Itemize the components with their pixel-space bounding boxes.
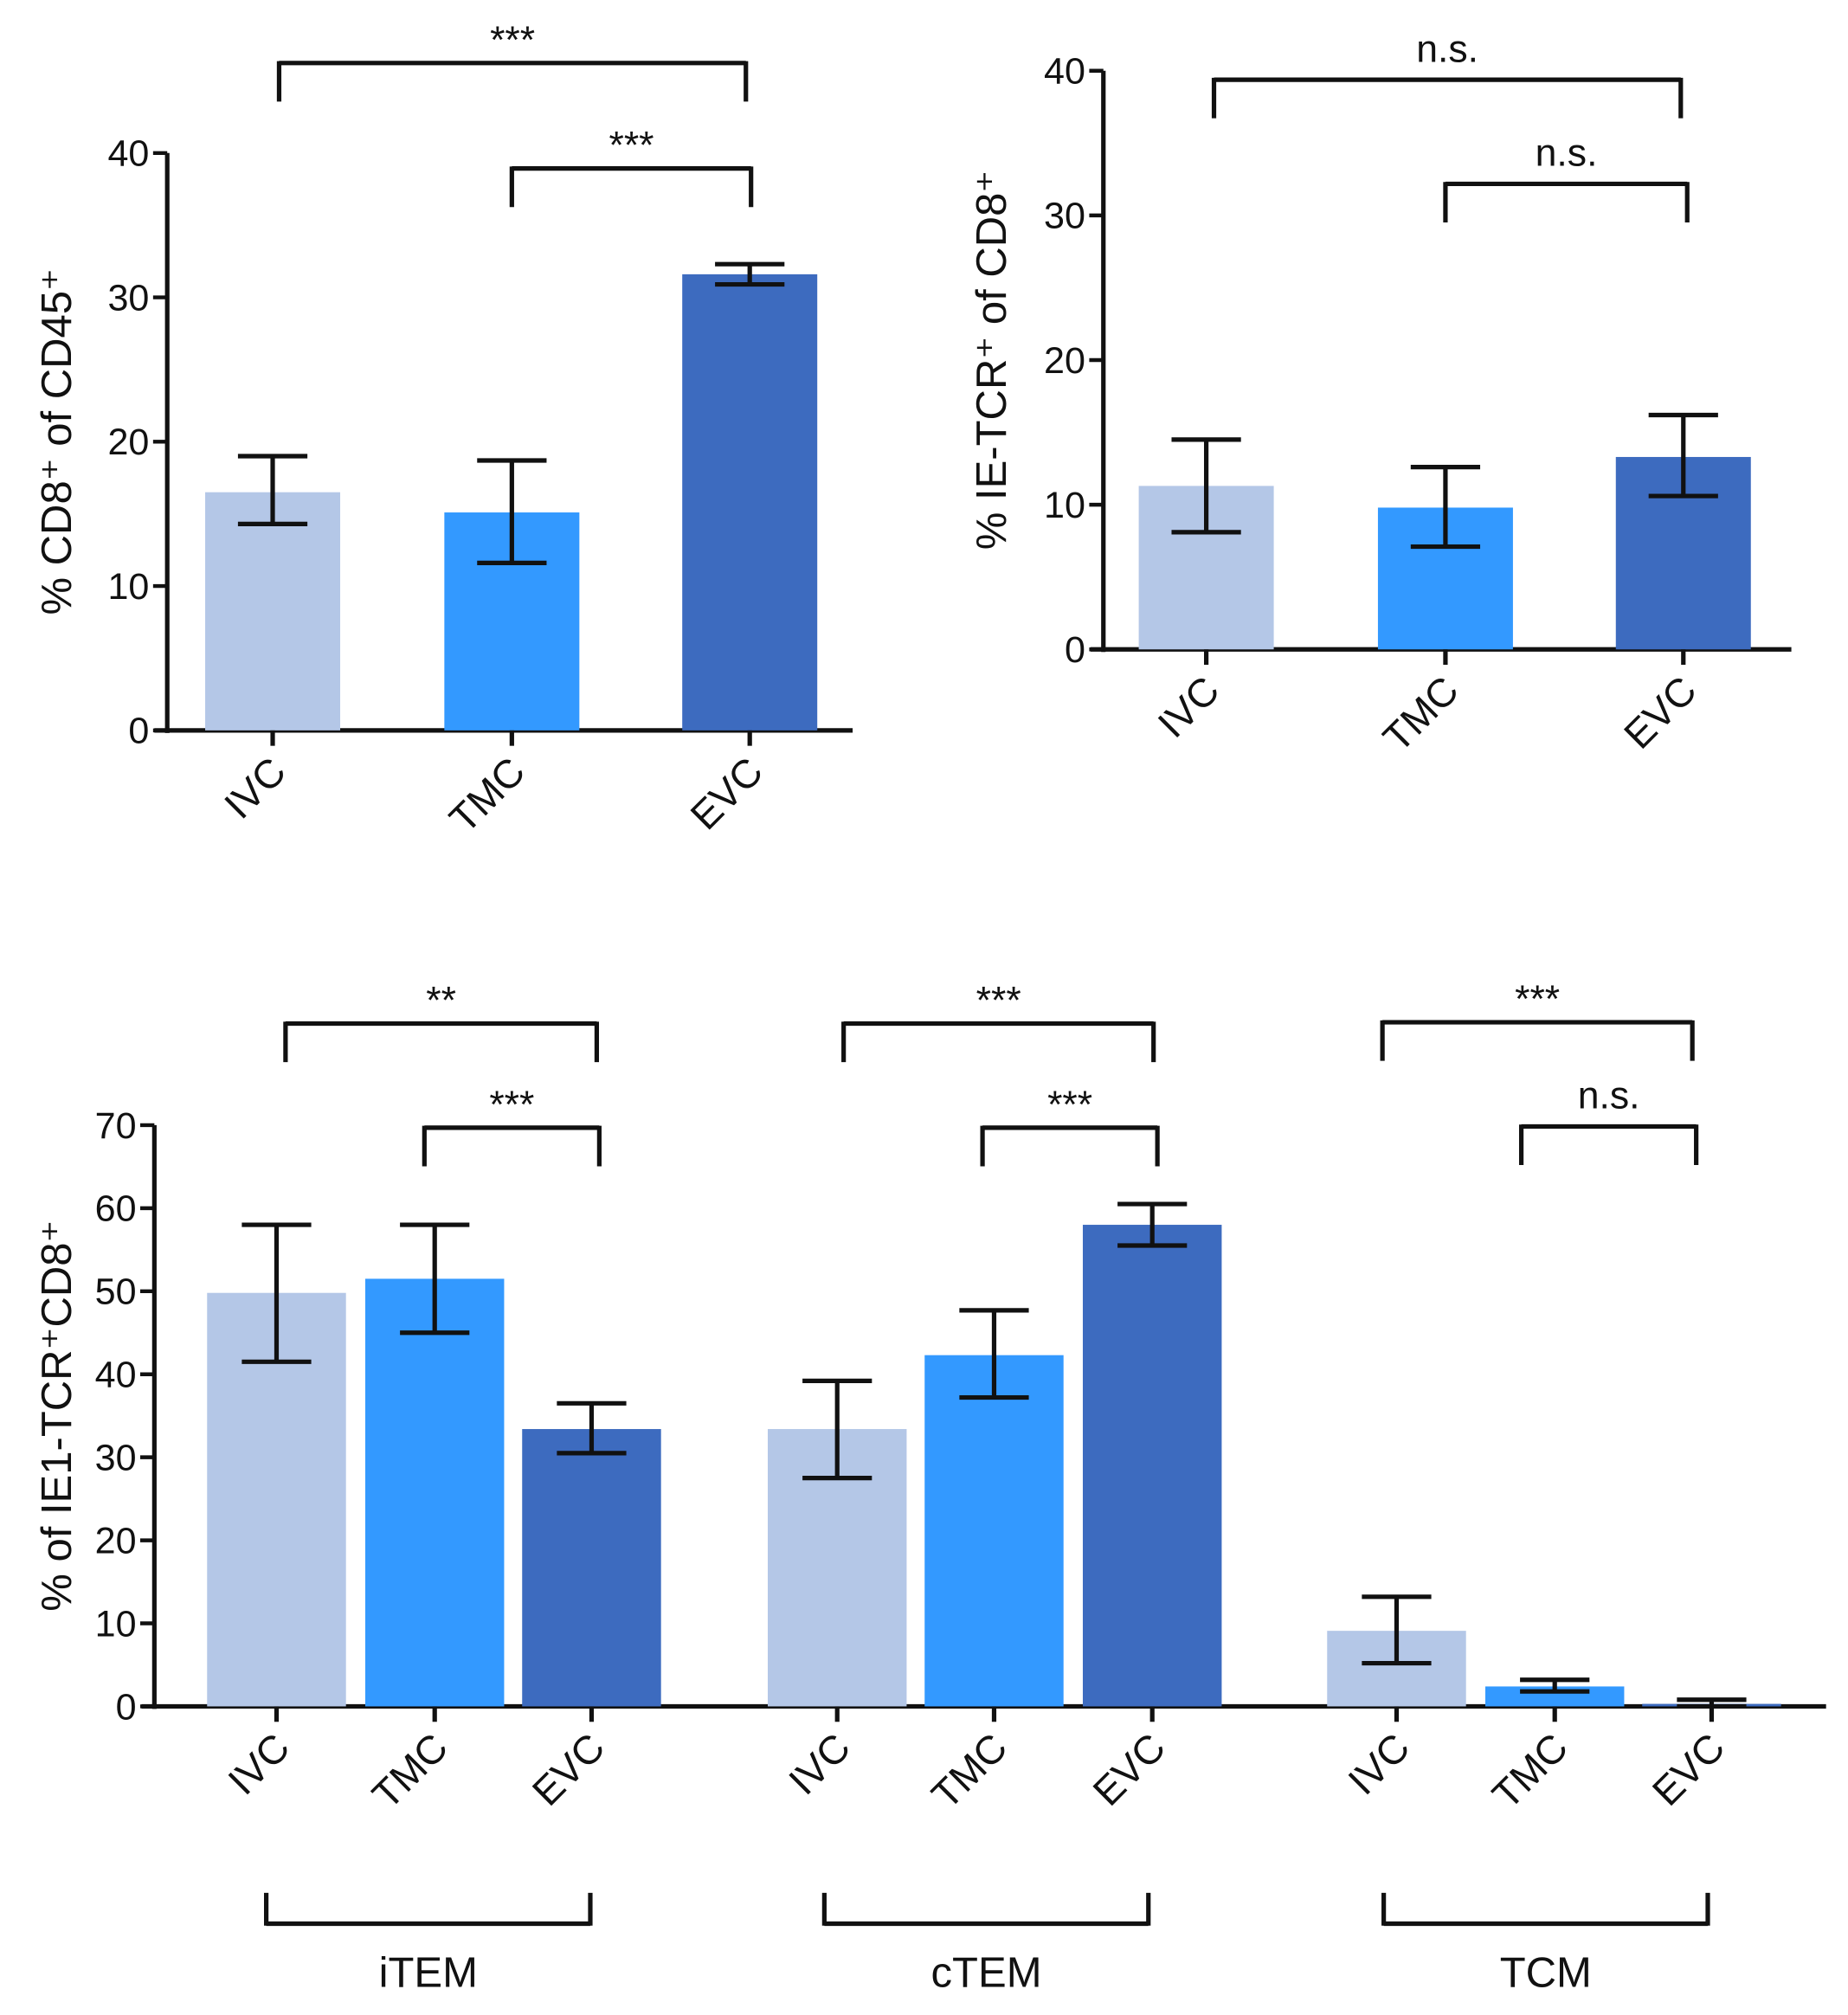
significance-label: *** <box>976 980 1021 1022</box>
y-axis-label: % IE-TCR⁺ of CD8⁺ <box>969 171 1015 550</box>
y-tick-label: 30 <box>1044 196 1085 237</box>
significance-label: n.s. <box>1416 28 1478 70</box>
bar-iTEM-EVC <box>522 1429 661 1707</box>
y-tick-label: 0 <box>1065 629 1085 671</box>
y-tick-label: 0 <box>128 711 149 752</box>
x-tick-label-IVC: IVC <box>216 749 294 827</box>
x-tick-label-IVC: IVC <box>1149 667 1227 746</box>
x-tick-label-TMC: TMC <box>441 749 533 841</box>
y-tick-label: 20 <box>95 1520 137 1561</box>
bar-cTEM-EVC <box>1082 1225 1222 1707</box>
y-tick-label: 30 <box>95 1438 137 1479</box>
significance-label: *** <box>490 19 535 61</box>
significance-label: *** <box>1515 978 1560 1020</box>
y-tick-label: 50 <box>95 1271 137 1313</box>
significance-label: n.s. <box>1536 132 1598 175</box>
significance-label: *** <box>1047 1084 1092 1126</box>
y-tick-label: 60 <box>95 1188 137 1230</box>
bar-iTEM-TMC <box>364 1278 505 1707</box>
x-tick-label-EVC: EVC <box>1644 1724 1734 1814</box>
bar-EVC <box>682 274 818 731</box>
y-tick-label: 40 <box>95 1355 137 1396</box>
x-tick-label-EVC: EVC <box>1084 1724 1174 1814</box>
y-tick-label: 10 <box>107 566 149 608</box>
bar-cTEM-TMC <box>924 1355 1064 1707</box>
significance-label: *** <box>609 125 654 167</box>
significance-label: ** <box>426 980 456 1022</box>
y-tick-label: 20 <box>107 422 149 463</box>
significance-label: n.s. <box>1578 1075 1640 1117</box>
x-tick-label-TMC: TMC <box>1375 667 1467 760</box>
y-tick-label: 40 <box>107 133 149 175</box>
y-tick-label: 70 <box>95 1105 137 1147</box>
x-tick-label-IVC: IVC <box>1339 1724 1418 1803</box>
x-tick-label-EVC: EVC <box>524 1724 614 1814</box>
y-tick-label: 10 <box>95 1603 137 1645</box>
y-tick-label: 10 <box>1044 485 1085 526</box>
x-tick-label-IVC: IVC <box>219 1724 298 1803</box>
significance-label: *** <box>489 1084 534 1126</box>
group-label-iTEM: iTEM <box>379 1949 478 1996</box>
x-tick-label-IVC: IVC <box>780 1724 859 1803</box>
y-tick-label: 20 <box>1044 340 1085 382</box>
x-tick-label-EVC: EVC <box>681 749 771 839</box>
x-tick-label-TMC: TMC <box>923 1724 1015 1817</box>
y-axis-label: % CD8⁺ of CD45⁺ <box>34 268 80 615</box>
group-label-cTEM: cTEM <box>931 1949 1042 1996</box>
y-tick-label: 40 <box>1044 51 1085 93</box>
y-tick-label: 30 <box>107 277 149 319</box>
x-tick-label-TMC: TMC <box>1484 1724 1576 1817</box>
x-tick-label-EVC: EVC <box>1615 667 1705 757</box>
group-label-TCM: TCM <box>1500 1949 1592 1996</box>
bar-IVC <box>205 492 341 731</box>
y-tick-label: 0 <box>116 1686 137 1728</box>
y-axis-label: % of IE1-TCR⁺CD8⁺ <box>34 1220 80 1612</box>
x-tick-label-TMC: TMC <box>364 1724 456 1817</box>
